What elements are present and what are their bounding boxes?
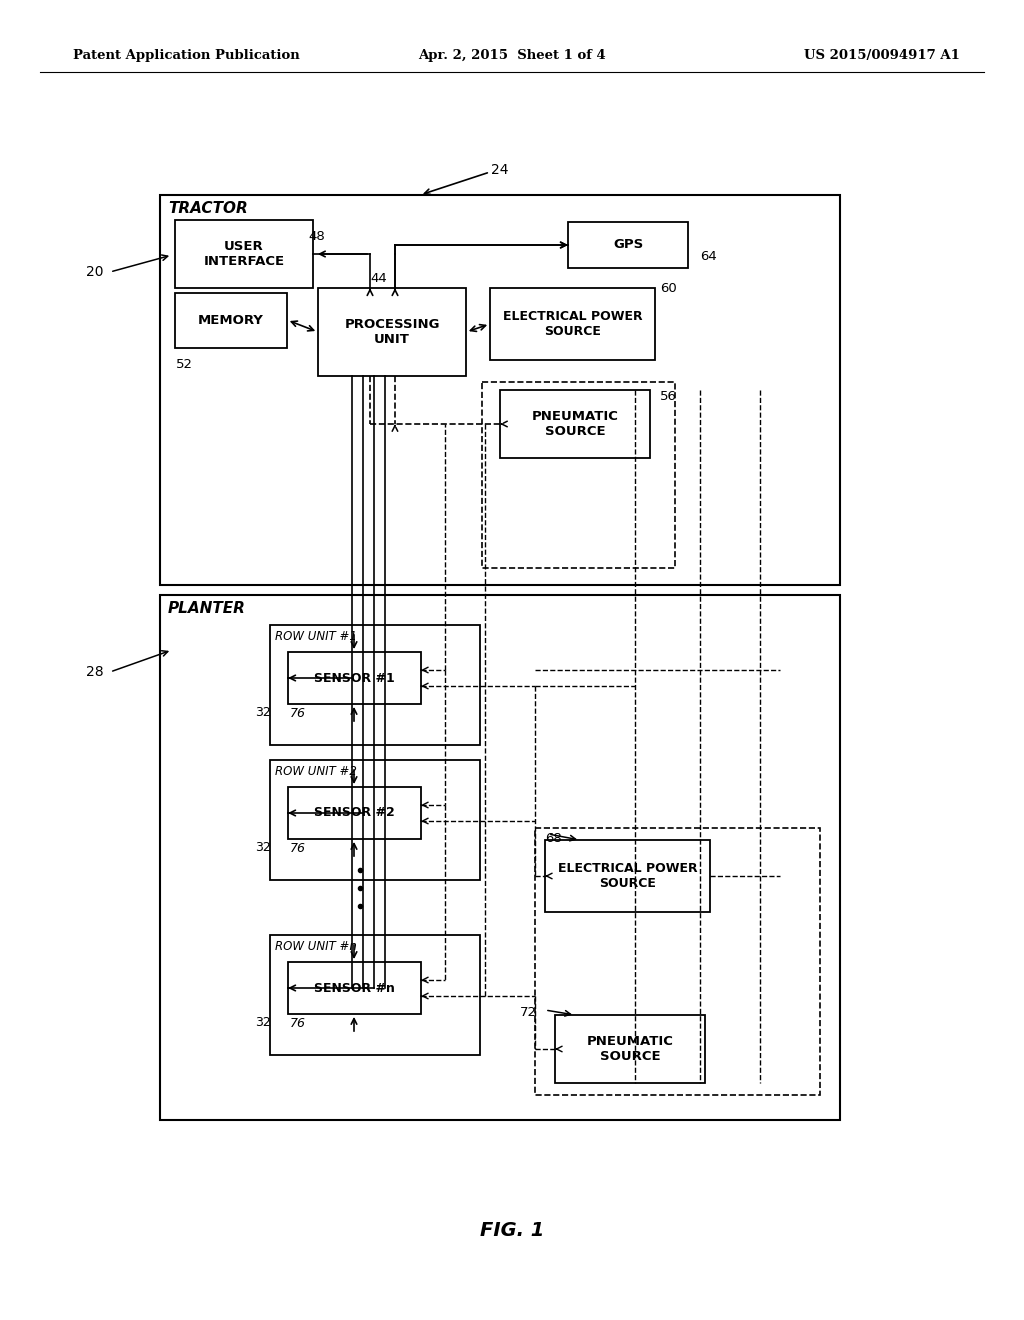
Text: 76: 76 — [290, 842, 306, 855]
Text: SENSOR #n: SENSOR #n — [314, 982, 395, 994]
Text: MEMORY: MEMORY — [198, 314, 264, 327]
Text: 32: 32 — [255, 706, 270, 719]
Text: 68: 68 — [545, 832, 562, 845]
Text: 44: 44 — [370, 272, 387, 285]
Bar — [535, 828, 820, 1096]
Text: 76: 76 — [290, 708, 306, 719]
Bar — [288, 787, 421, 840]
Text: PNEUMATIC
SOURCE: PNEUMATIC SOURCE — [531, 411, 618, 438]
Text: PLANTER: PLANTER — [168, 601, 246, 616]
Text: TRACTOR: TRACTOR — [168, 201, 248, 216]
Text: ROW UNIT #1: ROW UNIT #1 — [275, 630, 357, 643]
Text: 24: 24 — [492, 162, 509, 177]
Bar — [482, 381, 675, 568]
Text: SENSOR #2: SENSOR #2 — [314, 807, 395, 820]
Bar — [555, 1015, 705, 1082]
Text: PROCESSING
UNIT: PROCESSING UNIT — [344, 318, 439, 346]
Bar — [318, 288, 466, 376]
Text: Patent Application Publication: Patent Application Publication — [73, 49, 300, 62]
Text: Apr. 2, 2015  Sheet 1 of 4: Apr. 2, 2015 Sheet 1 of 4 — [418, 49, 606, 62]
Text: 28: 28 — [86, 665, 103, 678]
Bar — [545, 840, 710, 912]
Bar — [175, 220, 313, 288]
Text: ROW UNIT #2: ROW UNIT #2 — [275, 766, 357, 777]
Text: 48: 48 — [308, 230, 325, 243]
Bar — [175, 293, 287, 348]
Bar — [160, 195, 840, 585]
Bar — [160, 595, 840, 1119]
Bar — [490, 288, 655, 360]
Text: 60: 60 — [660, 282, 677, 294]
Text: GPS: GPS — [613, 239, 643, 252]
Bar — [270, 935, 480, 1055]
Text: ROW UNIT #n: ROW UNIT #n — [275, 940, 357, 953]
Text: 32: 32 — [255, 1016, 270, 1030]
Bar — [500, 389, 650, 458]
Text: US 2015/0094917 A1: US 2015/0094917 A1 — [804, 49, 961, 62]
Text: USER
INTERFACE: USER INTERFACE — [204, 240, 285, 268]
Text: 56: 56 — [660, 389, 677, 403]
Bar — [288, 962, 421, 1014]
Text: ELECTRICAL POWER
SOURCE: ELECTRICAL POWER SOURCE — [558, 862, 697, 890]
Text: 20: 20 — [86, 265, 103, 279]
Text: 52: 52 — [176, 358, 193, 371]
Text: 76: 76 — [290, 1016, 306, 1030]
Text: 64: 64 — [700, 249, 717, 263]
Text: 32: 32 — [255, 841, 270, 854]
Text: SENSOR #1: SENSOR #1 — [314, 672, 395, 685]
Bar — [270, 624, 480, 744]
Text: PNEUMATIC
SOURCE: PNEUMATIC SOURCE — [587, 1035, 674, 1063]
Text: FIG. 1: FIG. 1 — [480, 1221, 544, 1239]
Bar — [568, 222, 688, 268]
Bar — [270, 760, 480, 880]
Bar — [288, 652, 421, 704]
Text: ELECTRICAL POWER
SOURCE: ELECTRICAL POWER SOURCE — [503, 310, 642, 338]
Text: 72: 72 — [520, 1006, 537, 1019]
